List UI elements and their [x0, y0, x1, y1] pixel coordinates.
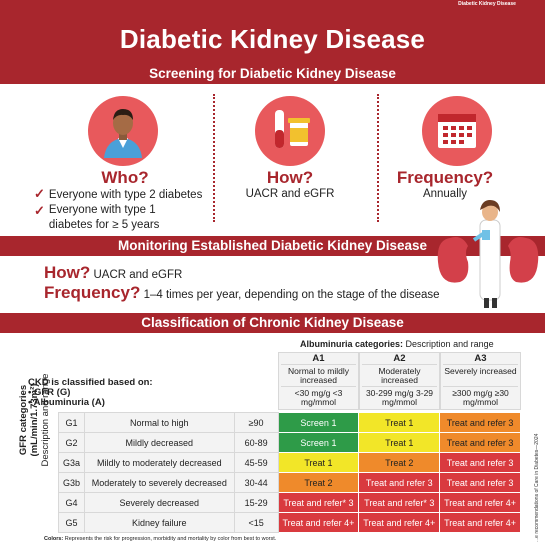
gfr-range-cell: ≥90 [233, 412, 279, 433]
screening-bar: Screening for Diabetic Kidney Disease [0, 64, 545, 84]
doctor-kidney-illustration [430, 190, 545, 310]
gfr-range-cell: <15 [233, 512, 279, 533]
gfr-code-cell: G3b [58, 472, 85, 493]
monitoring-frequency: Frequency? 1–4 times per year, depending… [44, 283, 440, 302]
check-icon: ✓ [34, 186, 45, 201]
gfr-description-cell: Normal to high [83, 412, 235, 433]
gfr-code-cell: G2 [58, 432, 85, 453]
risk-cell: Treat and refer 3 [439, 432, 521, 453]
org-logo-text: Diabetic Kidney Disease [458, 1, 516, 7]
colors-footnote: Colors: Represents the risk for progress… [44, 536, 277, 542]
header-banner [0, 0, 545, 66]
albuminuria-title: Albuminuria categories: Description and … [300, 339, 494, 349]
gfr-code-cell: G4 [58, 492, 85, 513]
gfr-description-cell: Severely decreased [83, 492, 235, 513]
page-title: Diabetic Kidney Disease [119, 24, 426, 54]
column-separator [377, 94, 379, 222]
risk-cell: Treat and refer 4+ [439, 492, 521, 513]
table-row: G2 Mildly decreased 60-89 Screen 1 Treat 1 Tr… [58, 432, 521, 453]
list-item: ✓ Everyone with type 1 diabetes for ≥ 5 y… [34, 203, 160, 231]
list-item: ✓ Everyone with type 2 diabetes [34, 186, 203, 201]
classification-bar: Classification of Chronic Kidney Disease [0, 313, 545, 333]
gfr-code-cell: G5 [58, 512, 85, 533]
lab-tubes-icon [255, 96, 325, 166]
who-list: ✓ Everyone with type 2 diabetes ✓ Everyone… [34, 186, 214, 233]
side-source-note: ...e recommendations of Care in Diabetes… [534, 433, 540, 542]
risk-cell: Treat and refer 4+ [277, 512, 360, 533]
gfr-code-cell: G1 [58, 412, 85, 433]
risk-cell: Treat and refer 3 [439, 472, 521, 493]
frequency-heading: Frequency? [396, 168, 494, 187]
monitoring-bar: Monitoring Established Diabetic Kidney D… [0, 236, 545, 256]
gfr-axis-label: GFR categories (mL/min/1.73m²) Descripti… [18, 373, 51, 467]
gfr-description-cell: Kidney failure [83, 512, 235, 533]
ckd-basis: CKD is classified based on: • GFR (G) • … [28, 377, 153, 408]
risk-cell: Screen 1 [277, 432, 360, 453]
risk-cell: Treat 1 [358, 412, 441, 433]
albuminuria-column-a1: A1 Normal to mildly increased <30 mg/g <3 … [278, 352, 359, 410]
risk-cell: Treat 1 [358, 432, 441, 453]
who-heading: Who? [101, 168, 149, 187]
table-row: G3a Mildly to moderately decreased 45-59 Tr… [58, 452, 521, 473]
table-row: G3b Moderately to severely decreased 30-44… [58, 472, 521, 493]
risk-cell: Screen 1 [277, 412, 360, 433]
risk-cell: Treat and refer 4+ [358, 512, 441, 533]
gfr-range-cell: 60-89 [233, 432, 279, 453]
risk-cell: Treat 2 [358, 452, 441, 473]
gfr-range-cell: 45-59 [233, 452, 279, 473]
gfr-code-cell: G3a [58, 452, 85, 473]
ckd-classification-table: G1 Normal to high ≥90 Screen 1 Treat 1 Treat … [58, 412, 521, 533]
monitoring-how: How? UACR and eGFR [44, 263, 183, 282]
how-text: UACR and eGFR [245, 188, 335, 200]
how-heading: How? [266, 168, 314, 187]
column-separator [213, 94, 215, 222]
risk-cell: Treat and refer* 3 [277, 492, 360, 513]
risk-cell: Treat 2 [277, 472, 360, 493]
albuminuria-column-a2: A2 Moderately increased 30-299 mg/g 3-29 m… [359, 352, 440, 410]
risk-cell: Treat and refer 3 [439, 412, 521, 433]
risk-cell: Treat 1 [277, 452, 360, 473]
albuminuria-header: A1 Normal to mildly increased <30 mg/g <3 … [278, 352, 521, 410]
check-icon: ✓ [34, 203, 45, 218]
risk-cell: Treat and refer 4+ [439, 512, 521, 533]
albuminuria-column-a3: A3 Severely increased ≥300 mg/g ≥30 mg/mmo… [440, 352, 521, 410]
risk-cell: Treat and refer 3 [358, 472, 441, 493]
gfr-range-cell: 15-29 [233, 492, 279, 513]
table-row: G4 Severely decreased 15-29 Treat and refer… [58, 492, 521, 513]
gfr-description-cell: Mildly to moderately decreased [83, 452, 235, 473]
risk-cell: Treat and refer 3 [439, 452, 521, 473]
gfr-range-cell: 30-44 [233, 472, 279, 493]
table-row: G5 Kidney failure <15 Treat and refer 4+ Tre… [58, 512, 521, 533]
person-icon [88, 96, 158, 166]
gfr-description-cell: Mildly decreased [83, 432, 235, 453]
table-row: G1 Normal to high ≥90 Screen 1 Treat 1 Treat … [58, 412, 521, 433]
frequency-text: Annually [422, 188, 468, 200]
calendar-icon [422, 96, 492, 166]
risk-cell: Treat and refer* 3 [358, 492, 441, 513]
gfr-description-cell: Moderately to severely decreased [83, 472, 235, 493]
